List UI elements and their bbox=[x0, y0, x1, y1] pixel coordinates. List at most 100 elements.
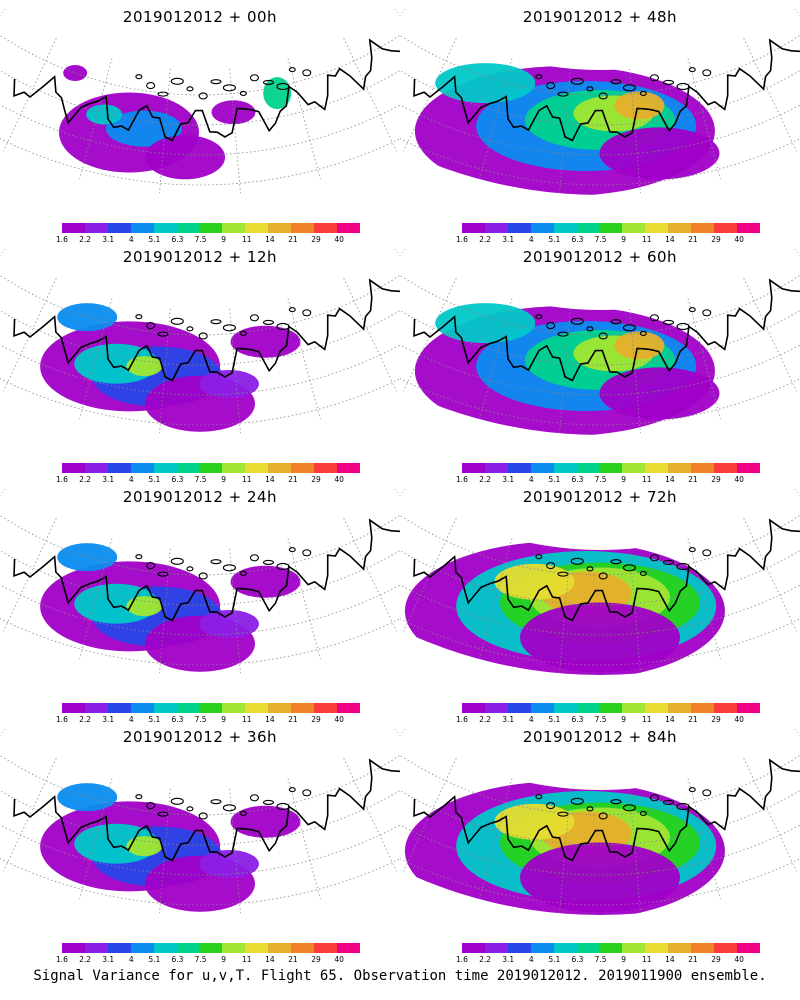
colorbar-tick-label: 11 bbox=[241, 475, 252, 484]
parallel-line bbox=[400, 342, 800, 426]
colorbar-ticks: 1.6 2.2 3.1 4 5.1 6.3 7.5 9 11 14 21 29 40 bbox=[450, 715, 770, 725]
colorbar-swatch bbox=[84, 703, 108, 713]
variance-patch bbox=[614, 91, 665, 120]
colorbar-swatch bbox=[62, 223, 85, 233]
variance-patch bbox=[198, 609, 259, 638]
colorbar-swatch bbox=[268, 463, 292, 473]
colorbar-swatch bbox=[314, 463, 338, 473]
colorbar-tick-label: 1.6 bbox=[56, 235, 68, 244]
parallel-line bbox=[0, 822, 400, 906]
colorbar-tick-label: 7.5 bbox=[194, 475, 207, 484]
island-outline bbox=[662, 799, 675, 805]
island-outline bbox=[570, 317, 584, 325]
colorbar-swatch bbox=[222, 943, 246, 953]
colorbar-swatch bbox=[599, 223, 623, 233]
colorbar-tick-label: 9 bbox=[221, 235, 227, 244]
colorbar-tick-label: 5.1 bbox=[148, 475, 161, 484]
colorbar-tick-label: 6.3 bbox=[571, 955, 584, 964]
colorbar-swatch bbox=[645, 463, 669, 473]
variance-patch bbox=[435, 303, 536, 344]
parallel-line bbox=[0, 508, 400, 576]
colorbar-swatch bbox=[84, 223, 108, 233]
island-outline bbox=[157, 571, 169, 577]
island-outline bbox=[622, 564, 636, 572]
colorbar-tick-label: 2.2 bbox=[479, 475, 492, 484]
colorbar-swatch bbox=[737, 703, 760, 713]
colorbar bbox=[62, 223, 360, 233]
coastline bbox=[13, 263, 400, 382]
colorbar-swatch bbox=[507, 703, 531, 713]
island-outline bbox=[135, 74, 143, 80]
colorbar-tick-label: 3.1 bbox=[502, 235, 515, 244]
island-outline bbox=[557, 331, 569, 337]
colorbar-swatch bbox=[130, 223, 154, 233]
colorbar-swatch bbox=[107, 943, 131, 953]
variance-patch bbox=[86, 104, 123, 125]
colorbar-swatch bbox=[553, 223, 577, 233]
island-outline bbox=[249, 314, 260, 322]
island-outline bbox=[302, 309, 312, 317]
colorbar-swatch bbox=[553, 703, 577, 713]
colorbar-swatch bbox=[507, 463, 531, 473]
colorbar-swatch bbox=[176, 703, 200, 713]
meridian-line bbox=[360, 8, 400, 120]
colorbar-tick-label: 7.5 bbox=[194, 235, 207, 244]
colorbar-swatch bbox=[462, 463, 485, 473]
colorbar-swatch bbox=[245, 943, 269, 953]
colorbar-tick-label: 29 bbox=[311, 475, 321, 484]
colorbar-swatch bbox=[337, 943, 360, 953]
colorbar-swatch bbox=[62, 463, 85, 473]
colorbar-tick-label: 6.3 bbox=[171, 955, 184, 964]
colorbar-tick-label: 40 bbox=[734, 955, 744, 964]
island-outline bbox=[546, 562, 556, 570]
map-panel-p36: 2019012012 + 36h 1.6 2.2 3.1 4 5.1 6.3 7.5 9 11 14… bbox=[0, 720, 400, 964]
colorbar-tick-label: 11 bbox=[641, 475, 652, 484]
colorbar-ticks: 1.6 2.2 3.1 4 5.1 6.3 7.5 9 11 14 21 29 40 bbox=[50, 715, 370, 725]
colorbar-tick-label: 29 bbox=[311, 235, 321, 244]
meridian-line bbox=[717, 8, 800, 161]
island-outline bbox=[170, 557, 184, 565]
coastline bbox=[13, 743, 400, 862]
colorbar-swatch bbox=[622, 943, 646, 953]
island-outline bbox=[249, 794, 260, 802]
map-panel-p00: 2019012012 + 00h 1.6 2.2 3.1 4 5.1 6.3 7.5 9 11 14… bbox=[0, 0, 400, 244]
meridian-line bbox=[0, 8, 40, 120]
parallel-line bbox=[0, 342, 400, 426]
colorbar-swatch bbox=[668, 943, 692, 953]
colorbar-swatch bbox=[84, 943, 108, 953]
colorbar-tick-label: 4 bbox=[128, 235, 134, 244]
colorbar-tick-label: 9 bbox=[221, 955, 227, 964]
island-outline bbox=[546, 802, 556, 810]
island-outline bbox=[262, 319, 275, 325]
island-outline bbox=[135, 314, 143, 320]
colorbar-swatch bbox=[714, 223, 738, 233]
colorbar-swatch bbox=[84, 463, 108, 473]
colorbar-tick-label: 5.1 bbox=[548, 475, 561, 484]
island-outline bbox=[570, 557, 584, 565]
variance-patch bbox=[63, 64, 88, 81]
variance-patch bbox=[105, 110, 182, 147]
colorbar-tick-label: 14 bbox=[665, 955, 675, 964]
island-outline bbox=[557, 811, 569, 817]
coastline bbox=[13, 23, 400, 142]
colorbar-swatch bbox=[176, 463, 200, 473]
colorbar-swatch bbox=[314, 943, 338, 953]
panel-title: 2019012012 + 60h bbox=[522, 248, 678, 266]
colorbar-ticks: 1.6 2.2 3.1 4 5.1 6.3 7.5 9 11 14 21 29 40 bbox=[450, 955, 770, 965]
colorbar-swatch bbox=[176, 943, 200, 953]
colorbar-tick-label: 9 bbox=[621, 475, 627, 484]
colorbar bbox=[62, 703, 360, 713]
colorbar-swatch bbox=[691, 223, 715, 233]
parallel-line bbox=[400, 748, 800, 816]
colorbar-tick-label: 2.2 bbox=[479, 955, 492, 964]
variance-patch bbox=[198, 369, 259, 398]
colorbar-swatch bbox=[507, 943, 531, 953]
island-outline bbox=[135, 794, 143, 800]
colorbar-swatch bbox=[530, 943, 554, 953]
colorbar-swatch bbox=[462, 703, 485, 713]
variance-patch bbox=[494, 563, 575, 600]
island-outline bbox=[198, 92, 208, 100]
colorbar-tick-label: 11 bbox=[641, 715, 652, 724]
colorbar-tick-label: 4 bbox=[528, 235, 534, 244]
meridian-line bbox=[0, 728, 40, 840]
